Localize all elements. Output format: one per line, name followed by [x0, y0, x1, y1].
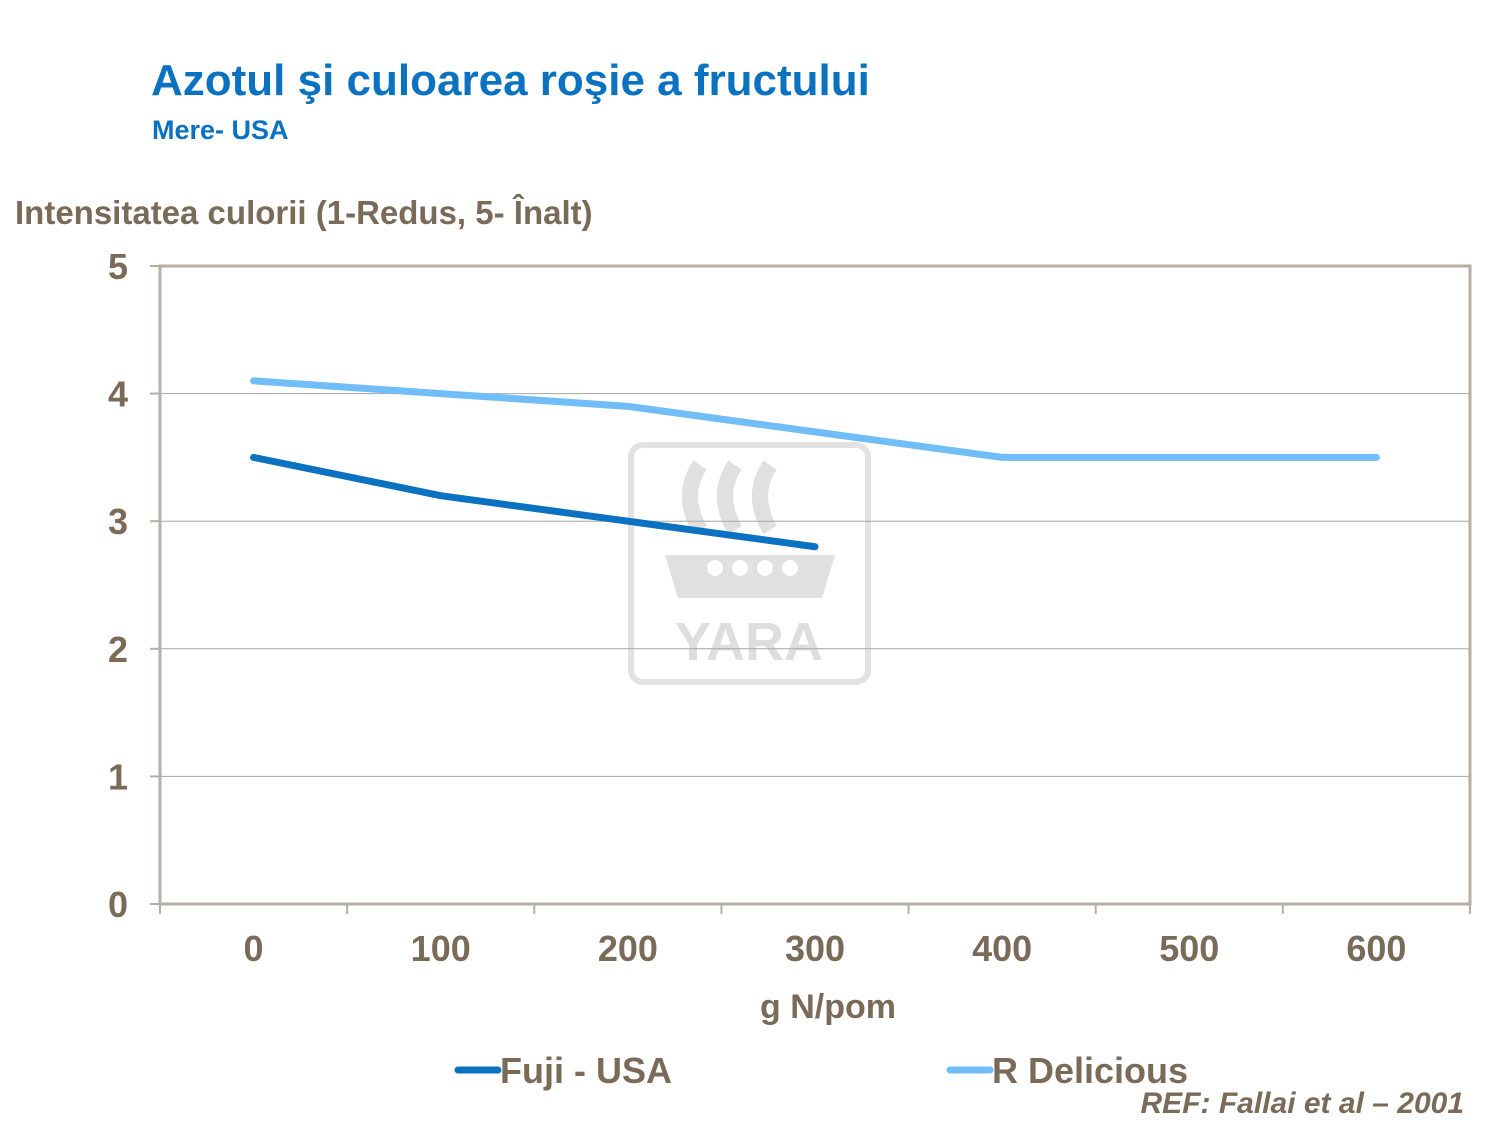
y-tick-label: 1	[108, 756, 128, 797]
x-axis: 0 100 200 300 400 500 600	[159, 904, 1471, 969]
y-tick-label: 4	[108, 374, 128, 415]
yara-logo-watermark: YARA	[628, 442, 871, 685]
series-line-1	[250, 377, 1380, 461]
y-axis: 0 1 2 3 4 5	[108, 246, 160, 925]
x-tick-label: 600	[1346, 928, 1406, 969]
x-axis-label: g N/pom	[760, 988, 896, 1026]
y-axis-label: Intensitatea culorii (1-Redus, 5- Înalt)	[15, 194, 593, 231]
x-tick-label: 0	[244, 928, 264, 969]
series-line-0	[250, 453, 819, 551]
x-tick-label: 100	[411, 928, 471, 969]
legend: Fuji - USA R Delicious	[454, 1050, 1188, 1091]
data-series	[250, 377, 1380, 551]
x-tick-label: 500	[1159, 928, 1219, 969]
reference-note: REF: Fallai et al – 2001	[1140, 1087, 1464, 1120]
legend-label-1: R Delicious	[992, 1050, 1188, 1091]
y-tick-label: 2	[108, 629, 128, 670]
watermark-text: YARA	[675, 612, 823, 672]
plot-area-border	[158, 264, 1472, 906]
y-tick-label: 5	[108, 246, 128, 287]
y-tick-label: 3	[108, 501, 128, 542]
gridlines	[160, 393, 1470, 777]
x-tick-label: 200	[598, 928, 658, 969]
legend-label-0: Fuji - USA	[500, 1050, 672, 1091]
x-tick-label: 300	[785, 928, 845, 969]
y-tick-label: 0	[108, 884, 128, 925]
page-subtitle: Mere- USA	[152, 115, 289, 145]
x-tick-label: 400	[972, 928, 1032, 969]
page-title: Azotul şi culoarea roşie a fructului	[151, 56, 870, 105]
